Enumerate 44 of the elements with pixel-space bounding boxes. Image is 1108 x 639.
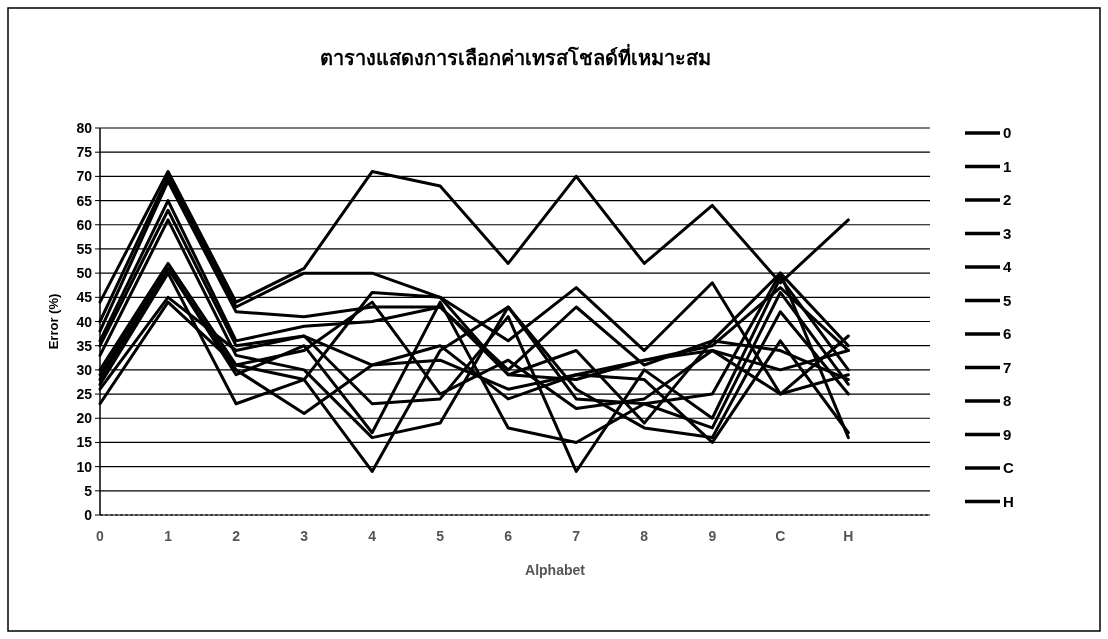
x-axis-title: Alphabet [525,562,586,578]
y-tick-label: 55 [76,240,93,257]
x-tick-label: 1 [164,528,173,544]
x-tick-label: 2 [232,528,241,544]
x-tick-label: 8 [640,528,649,544]
legend-label: 7 [1003,358,1012,376]
y-tick-label: 50 [76,265,93,282]
y-tick-label: 40 [76,313,93,330]
y-tick-label: 10 [76,458,93,475]
legend-label: 4 [1003,258,1012,275]
legend-label: 8 [1003,392,1012,409]
y-tick-label: 65 [76,192,93,209]
legend-label: 9 [1003,425,1012,443]
y-tick-label: 45 [76,289,93,306]
x-tick-label: 6 [504,528,513,544]
x-tick-label: 3 [300,528,309,544]
legend-label: 0 [1003,124,1012,141]
y-tick-label: 0 [84,507,93,523]
chart-title: ตารางแสดงการเลือกค่าเทรสโชลด์ที่เหมาะสม [319,43,711,69]
y-tick-label: 75 [76,144,93,161]
legend-label: 5 [1003,291,1012,309]
y-tick-label: 30 [76,361,93,378]
y-tick-label: 70 [76,168,93,185]
y-tick-label: 35 [76,337,93,354]
x-tick-label: H [843,528,854,544]
legend-label: 6 [1003,325,1012,342]
legend-label: H [1003,492,1014,510]
legend-label: 3 [1003,224,1012,242]
y-tick-label: 25 [76,386,93,403]
legend-label: 2 [1003,191,1012,208]
y-tick-label: 20 [76,410,93,427]
x-tick-label: 7 [572,528,581,544]
x-tick-label: C [775,528,786,544]
x-tick-label: 9 [708,528,717,544]
x-tick-label: 4 [368,528,377,544]
y-axis-title: Error (%) [46,293,61,350]
x-tick-label: 0 [96,528,105,544]
legend-label: 1 [1003,157,1012,175]
y-tick-label: 80 [76,120,93,136]
legend-label: C [1003,459,1014,476]
y-tick-label: 5 [84,482,93,499]
y-tick-label: 60 [76,216,93,233]
y-tick-label: 15 [76,434,93,451]
x-tick-label: 5 [436,528,445,544]
